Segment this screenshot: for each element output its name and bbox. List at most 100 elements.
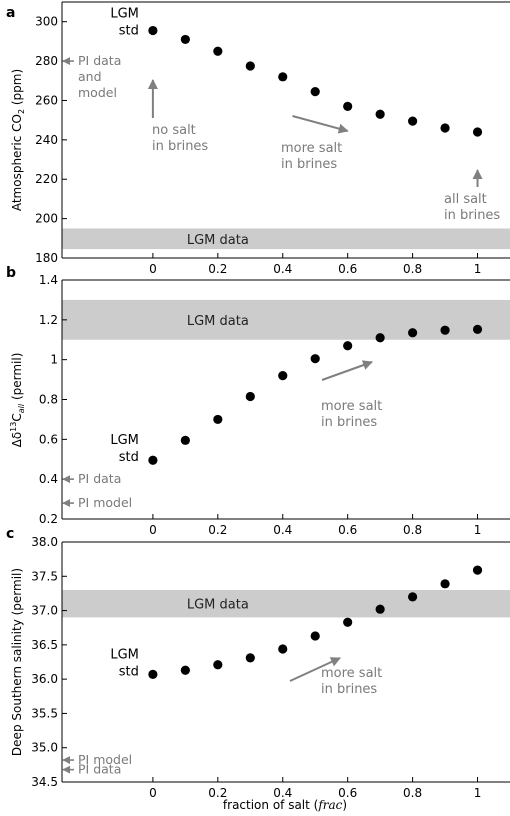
lgm-std-label: LGM std bbox=[110, 647, 139, 679]
y-tick-label: 34.5 bbox=[31, 775, 58, 789]
panel-letter: b bbox=[6, 265, 16, 281]
data-point bbox=[440, 579, 450, 589]
x-tick-label: 0 bbox=[149, 523, 157, 537]
data-point bbox=[278, 371, 288, 381]
x-tick-label: 0.8 bbox=[403, 523, 422, 537]
data-point bbox=[180, 34, 190, 45]
panel-c: LGM data 34.5 35.0 35.5 36.0 36.5 37.0 37.5 38.0… bbox=[6, 526, 510, 812]
data-point bbox=[408, 328, 418, 338]
data-point bbox=[408, 592, 418, 602]
y-tick-label: 1 bbox=[50, 353, 58, 367]
x-tick-label: 0.2 bbox=[208, 786, 227, 800]
pi-label: PI model bbox=[78, 752, 132, 767]
data-point bbox=[310, 631, 320, 641]
y-tick-label: 36.0 bbox=[31, 672, 58, 686]
panel-letter: c bbox=[6, 526, 14, 542]
y-tick-label: 240 bbox=[35, 133, 58, 147]
annotation-text: no salt in brines bbox=[152, 123, 208, 154]
lgm-data-band bbox=[62, 228, 510, 250]
y-tick-label: 0.2 bbox=[39, 512, 58, 526]
data-point bbox=[148, 669, 158, 679]
data-point bbox=[213, 660, 223, 670]
x-tick-label: 0.4 bbox=[273, 523, 292, 537]
x-tick-label: 1 bbox=[474, 523, 482, 537]
lgm-data-label: LGM data bbox=[187, 233, 249, 248]
annotation-text: all salt in brines bbox=[444, 192, 500, 223]
x-tick-label: 0.2 bbox=[208, 523, 227, 537]
y-tick-label: 35.0 bbox=[31, 741, 58, 755]
x-tick-label: 0.8 bbox=[403, 262, 422, 276]
pi-label: PI data and model bbox=[78, 53, 121, 100]
data-point bbox=[343, 341, 353, 351]
annotation-text: more salt in brines bbox=[321, 666, 382, 697]
y-tick-label: 260 bbox=[35, 93, 58, 107]
x-tick-label: 0.6 bbox=[338, 786, 357, 800]
data-point bbox=[245, 61, 255, 71]
data-point bbox=[472, 565, 483, 575]
data-point bbox=[148, 25, 158, 36]
y-axis-label: Atmospheric CO2 (ppm) bbox=[10, 69, 26, 211]
data-point bbox=[343, 617, 353, 627]
data-point bbox=[375, 333, 385, 343]
data-point bbox=[180, 665, 190, 675]
annotation-text: more salt in brines bbox=[281, 141, 342, 172]
y-tick-label: 37.0 bbox=[31, 604, 58, 618]
data-point bbox=[213, 46, 223, 56]
y-tick-label: 38.0 bbox=[31, 535, 58, 549]
y-tick-label: 200 bbox=[35, 212, 58, 226]
data-point bbox=[213, 414, 223, 425]
x-tick-label: 0.4 bbox=[273, 786, 292, 800]
x-tick-label: 0.4 bbox=[273, 262, 292, 276]
pi-label: PI data bbox=[78, 471, 121, 486]
lgm-std-label: LGM std bbox=[110, 433, 139, 465]
y-tick-label: 0.6 bbox=[39, 432, 58, 446]
data-point bbox=[148, 455, 158, 465]
x-tick-label: 1 bbox=[474, 786, 482, 800]
y-tick-label: 0.4 bbox=[39, 472, 58, 486]
annotation-arrow bbox=[321, 360, 373, 381]
y-tick-label: 35.5 bbox=[31, 706, 58, 720]
y-axis-label: Deep Southern salinity (permil) bbox=[10, 568, 24, 756]
data-point bbox=[343, 101, 353, 111]
x-tick-label: 0.8 bbox=[403, 786, 422, 800]
data-point bbox=[408, 116, 418, 126]
lgm-data-label: LGM data bbox=[187, 314, 249, 329]
x-tick-label: 1 bbox=[474, 262, 482, 276]
pi-label: PI data bbox=[78, 762, 121, 777]
annotation-text: more salt in brines bbox=[321, 399, 382, 430]
x-axis-label: fraction of salt (frac) bbox=[223, 798, 347, 812]
pi-label: PI model bbox=[78, 495, 132, 510]
panel-a: LGM data 180 200 220 240 260 280 300 0 0.2 0.4 0.6 0… bbox=[6, 1, 510, 276]
data-point bbox=[180, 435, 190, 445]
y-tick-label: 180 bbox=[35, 251, 58, 265]
y-tick-label: 220 bbox=[35, 172, 58, 186]
lgm-data-band bbox=[62, 299, 510, 340]
data-point bbox=[440, 123, 450, 133]
lgm-data-band bbox=[62, 590, 510, 618]
x-tick-label: 0.6 bbox=[338, 262, 357, 276]
data-point bbox=[375, 109, 385, 119]
data-point bbox=[278, 72, 288, 82]
data-point bbox=[310, 87, 320, 97]
x-tick-label: 0.6 bbox=[338, 523, 357, 537]
y-tick-label: 37.5 bbox=[31, 569, 58, 583]
annotation-arrow bbox=[292, 115, 349, 134]
y-tick-label: 300 bbox=[35, 15, 58, 29]
annotation-arrow bbox=[289, 657, 341, 682]
y-axis-label: Δδ13Call (permil) bbox=[9, 353, 26, 448]
lgm-data-label: LGM data bbox=[187, 598, 249, 613]
data-point bbox=[472, 324, 483, 334]
panel-letter: a bbox=[6, 5, 15, 21]
x-tick-label: 0 bbox=[149, 786, 157, 800]
x-tick-label: 0.2 bbox=[208, 262, 227, 276]
lgm-std-label: LGM std bbox=[110, 7, 139, 39]
data-point bbox=[245, 653, 255, 663]
y-tick-label: 1.2 bbox=[39, 313, 58, 327]
data-point bbox=[310, 354, 320, 364]
data-point bbox=[278, 644, 288, 654]
y-tick-label: 280 bbox=[35, 54, 58, 68]
x-tick-label: 0 bbox=[149, 262, 157, 276]
y-tick-label: 0.8 bbox=[39, 393, 58, 407]
data-point bbox=[375, 604, 385, 614]
